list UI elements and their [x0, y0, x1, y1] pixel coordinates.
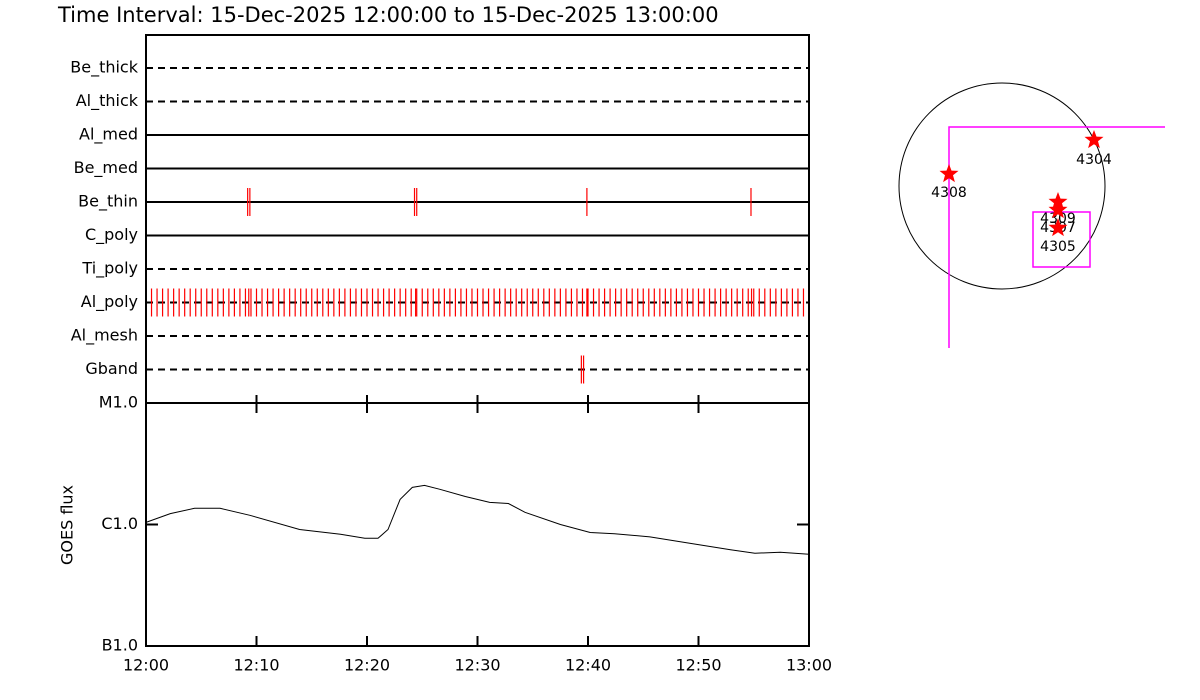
y-tick-label: M1.0 — [99, 393, 138, 412]
chart-title: Time Interval: 15-Dec-2025 12:00:00 to 1… — [57, 3, 719, 27]
y-tick-label: C1.0 — [101, 514, 138, 533]
x-tick-label: 12:50 — [675, 656, 721, 675]
x-tick-label: 12:00 — [123, 656, 169, 675]
row-label: C_poly — [85, 225, 138, 245]
x-tick-label: 12:30 — [454, 656, 500, 675]
fov-outline — [948, 126, 1165, 348]
row-label: Al_med — [79, 125, 138, 145]
region-label: 4305 — [1040, 239, 1076, 255]
timeline-frame — [145, 34, 810, 404]
row-label: Al_mesh — [71, 326, 138, 346]
row-label: Be_med — [74, 158, 138, 178]
goes-frame — [145, 402, 810, 647]
region-label: 4308 — [931, 185, 967, 201]
region-marker — [1048, 218, 1068, 237]
row-label: Al_poly — [81, 292, 138, 312]
row-label: Be_thick — [70, 58, 138, 78]
region-marker — [939, 164, 959, 183]
region-marker — [1084, 130, 1104, 149]
row-label: Be_thin — [78, 192, 138, 212]
solar-disk — [898, 82, 1106, 290]
row-label: Ti_poly — [81, 259, 138, 279]
row-label: Al_thick — [76, 91, 139, 111]
x-tick-label: 12:40 — [565, 656, 611, 675]
y-tick-label: B1.0 — [102, 636, 138, 655]
x-tick-label: 12:10 — [233, 656, 279, 675]
goes-curve — [145, 484, 810, 555]
y-axis-label: GOES flux — [58, 485, 77, 565]
x-tick-label: 13:00 — [786, 656, 832, 675]
region-label: 4304 — [1076, 152, 1112, 168]
x-tick-label: 12:20 — [344, 656, 390, 675]
region-marker — [1048, 200, 1068, 219]
row-label: Gband — [85, 359, 138, 378]
